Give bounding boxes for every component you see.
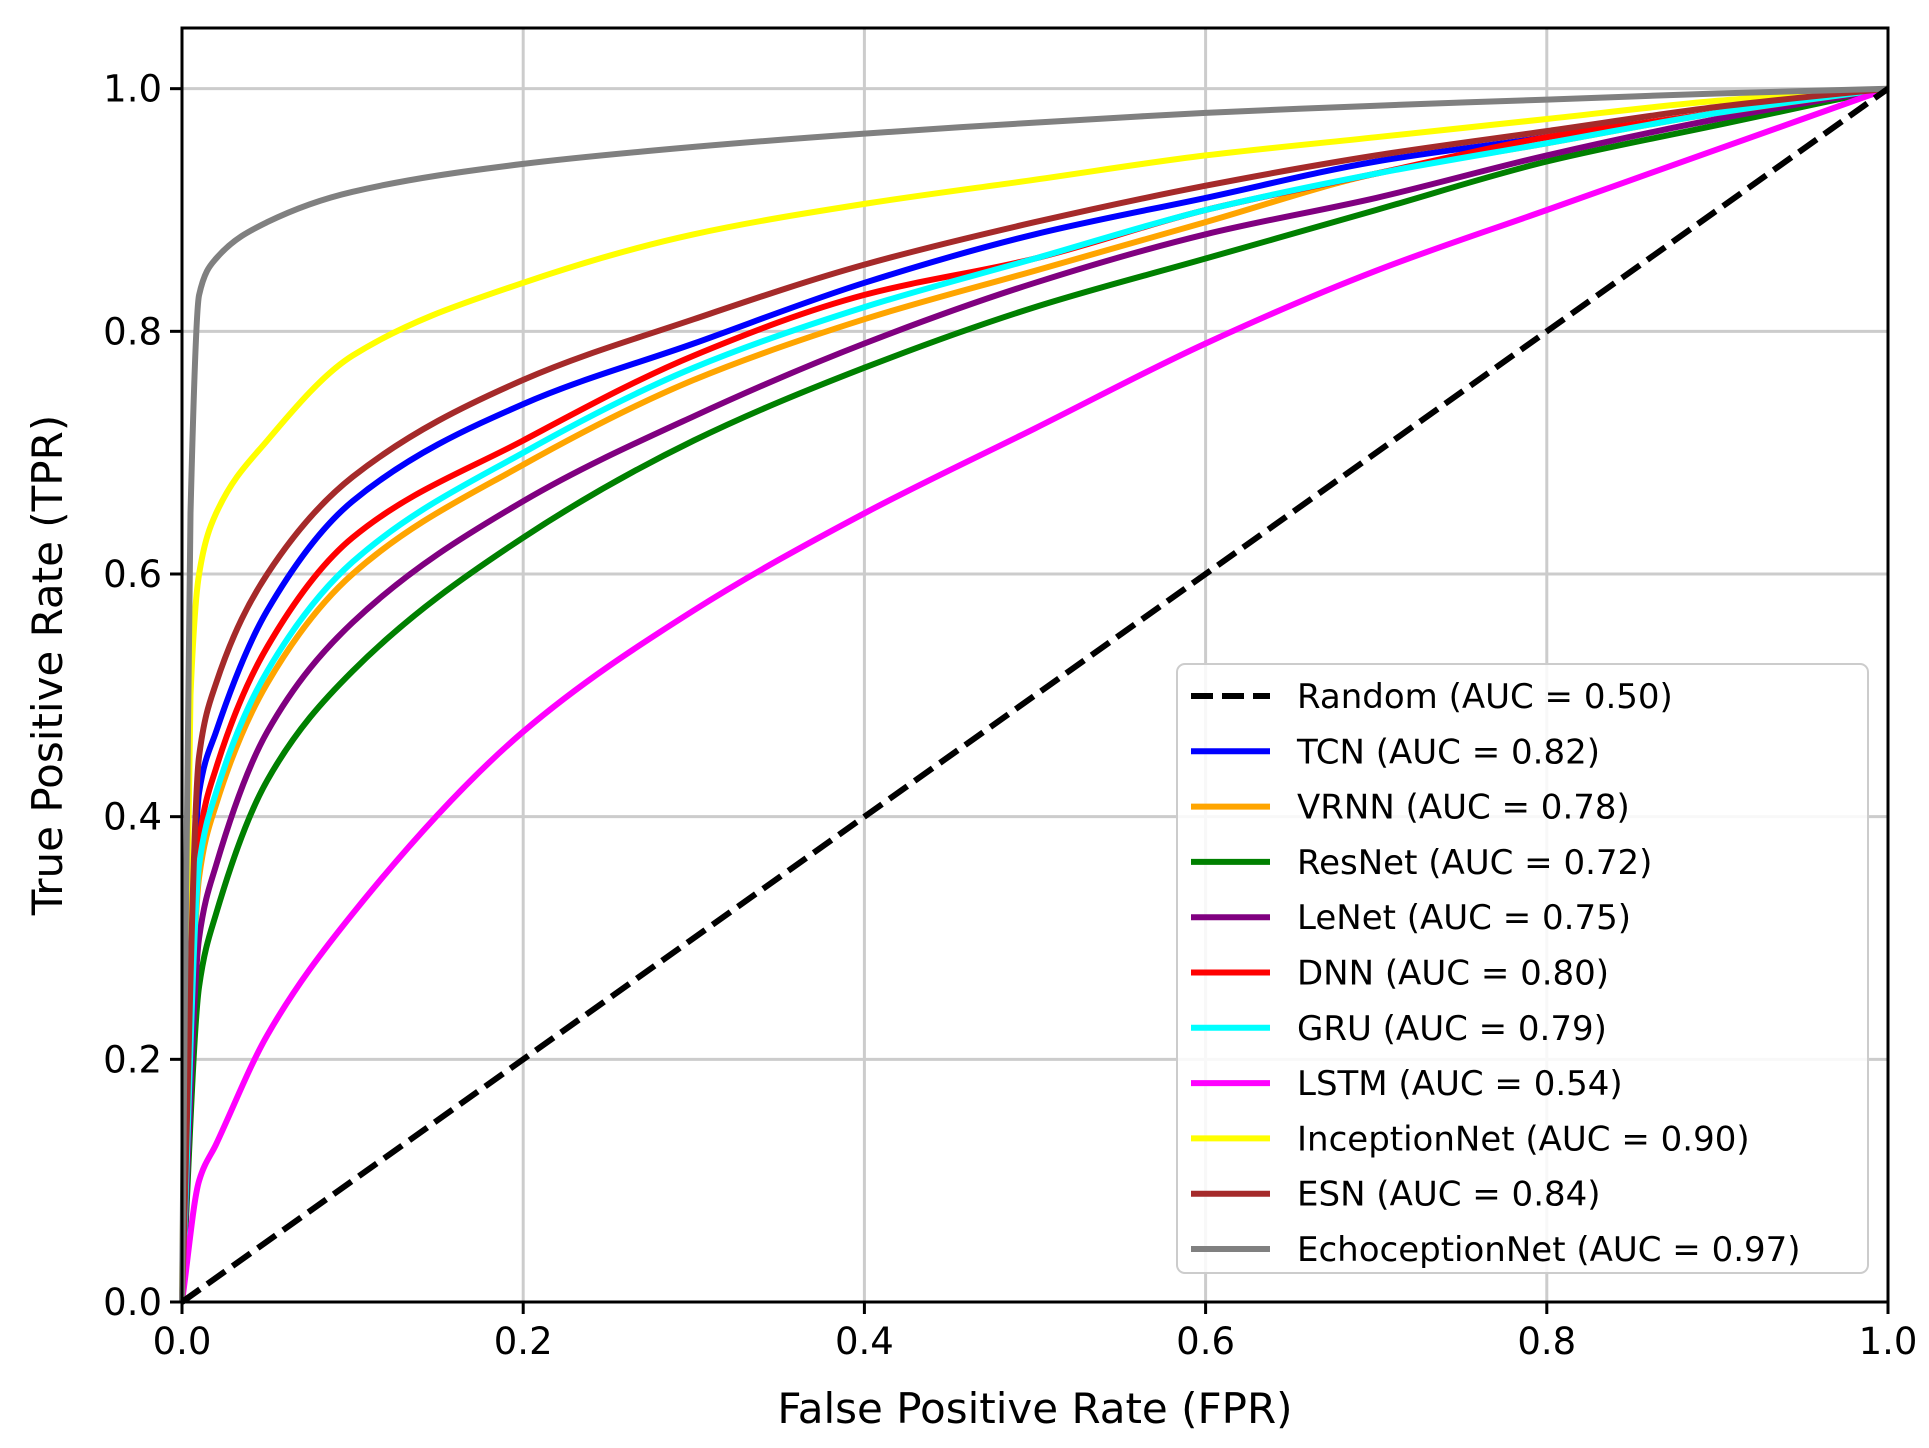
legend-label: EchoceptionNet (AUC = 0.97) (1297, 1230, 1801, 1270)
y-tick-label: 0.0 (103, 1281, 162, 1324)
y-tick-label: 0.6 (103, 553, 162, 596)
x-axis-label: False Positive Rate (FPR) (777, 1384, 1292, 1433)
series-line-lstm (179, 85, 1890, 1303)
legend-label: LeNet (AUC = 0.75) (1297, 898, 1631, 938)
x-tick-label: 0.8 (1517, 1320, 1576, 1363)
x-tick-label: 0.6 (1176, 1320, 1235, 1363)
legend-label: Random (AUC = 0.50) (1297, 677, 1673, 717)
legend: Random (AUC = 0.50) TCN (AUC = 0.82) VRNN … (1176, 663, 1869, 1274)
legend-box (1176, 663, 1869, 1274)
legend-label: LSTM (AUC = 0.54) (1297, 1064, 1623, 1104)
legend-label: InceptionNet (AUC = 0.90) (1297, 1119, 1750, 1159)
series-line-resnet (179, 85, 1889, 1303)
x-tick-label: 0.0 (153, 1320, 212, 1363)
legend-label: ResNet (AUC = 0.72) (1297, 843, 1652, 883)
legend-label: TCN (AUC = 0.82) (1296, 732, 1600, 772)
series-line-gru (179, 85, 1889, 1303)
legend-label: DNN (AUC = 0.80) (1297, 954, 1609, 994)
x-tick-label: 1.0 (1859, 1320, 1918, 1363)
legend-label: VRNN (AUC = 0.78) (1297, 788, 1630, 828)
legend-label: ESN (AUC = 0.84) (1297, 1175, 1601, 1215)
y-axis-label: True Positive Rate (TPR) (23, 415, 72, 916)
axis-ticks: 0.0 0.2 0.4 0.6 0.8 1.0 0.0 0.2 0.4 0.6 0.8 1.0 (103, 68, 1917, 1363)
series-line-dnn (179, 85, 1889, 1303)
series-line-lenet (179, 85, 1889, 1303)
grid-lines (180, 28, 1890, 1304)
y-tick-label: 0.2 (103, 1038, 162, 1081)
x-tick-label: 0.4 (835, 1320, 894, 1363)
legend-label: GRU (AUC = 0.79) (1297, 1009, 1607, 1049)
series-line-inceptionnet (179, 85, 1889, 1303)
y-tick-label: 0.8 (103, 310, 162, 353)
series-line-echoceptionnet (179, 85, 1889, 1303)
x-tick-label: 0.2 (494, 1320, 553, 1363)
series-line-esn (179, 85, 1889, 1303)
plot-frame (180, 26, 1890, 1304)
y-tick-label: 0.4 (103, 796, 162, 839)
series-line-random (180, 86, 1890, 1305)
series-group (179, 85, 1890, 1305)
y-tick-label: 1.0 (103, 68, 162, 111)
